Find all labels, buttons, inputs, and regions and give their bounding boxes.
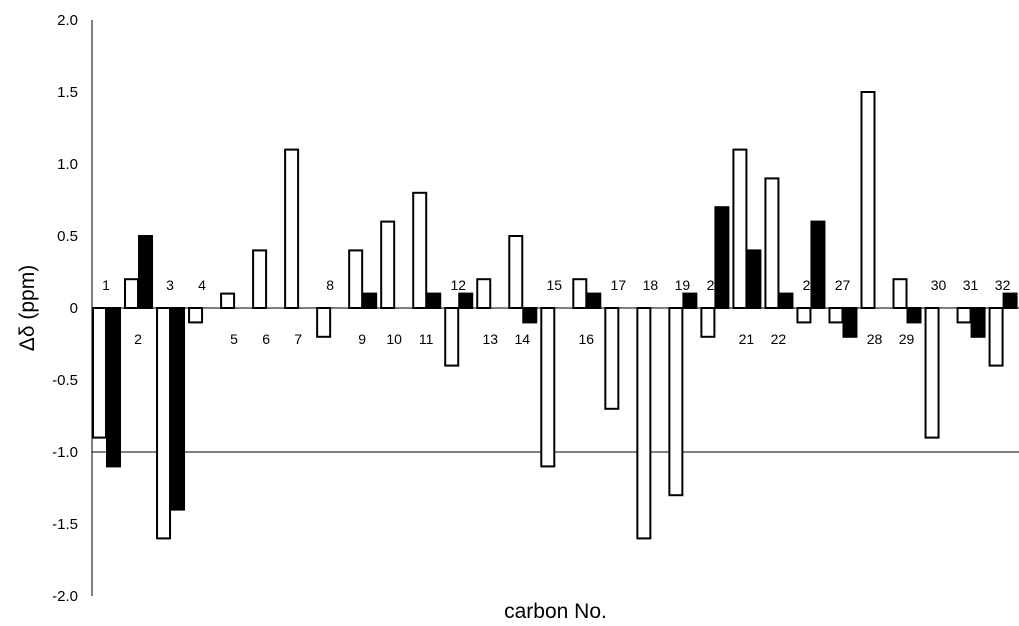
category-label: 21 [739, 331, 755, 347]
y-tick-label: -0.5 [52, 372, 78, 389]
y-tick-label: -1.5 [52, 516, 78, 533]
category-label: 3 [166, 277, 174, 293]
bar-12-s1 [444, 307, 460, 367]
category-label: 2 [134, 331, 142, 347]
bar-21-s1 [732, 148, 748, 309]
bar-32-s1 [988, 307, 1004, 367]
category-label: 5 [230, 331, 238, 347]
category-label: 12 [450, 277, 466, 293]
bar-28-s1 [860, 91, 876, 309]
bar-16-s1 [572, 278, 588, 310]
bar-13-s1 [476, 278, 492, 310]
x-axis-title: carbon No. [504, 600, 607, 623]
bar-12-s2 [458, 292, 474, 310]
category-label: 4 [198, 277, 206, 293]
y-tick-labels: 2.0 1.5 1.0 0.5 0 -0.5 -1.0 -1.5 -2.0 [52, 12, 78, 605]
bar-23-s1 [796, 307, 812, 324]
category-label: 20 [707, 277, 723, 293]
bar-19-s1 [668, 307, 684, 497]
y-tick-label: -1.0 [52, 444, 78, 461]
category-label: 10 [386, 331, 402, 347]
bar-1-s1 [92, 307, 107, 439]
category-label: 19 [675, 277, 691, 293]
category-label: 23 [803, 277, 819, 293]
bars [92, 91, 1018, 540]
category-label: 6 [262, 331, 270, 347]
category-label: 14 [514, 331, 530, 347]
bar-10-s1 [380, 220, 396, 310]
bar-20-s1 [700, 307, 716, 338]
bar-21-s2 [746, 249, 762, 309]
category-label: 16 [579, 331, 595, 347]
bar-30-s1 [924, 307, 940, 439]
category-label: 32 [995, 277, 1011, 293]
y-tick-label: 2.0 [57, 12, 78, 29]
bar-22-s1 [764, 177, 780, 309]
category-label: 22 [771, 331, 787, 347]
category-label: 11 [419, 331, 434, 347]
y-tick-label: 1.5 [57, 84, 78, 101]
category-label: 8 [326, 277, 334, 293]
category-label: 31 [963, 277, 979, 293]
category-label: 1 [102, 277, 110, 293]
category-label: 29 [899, 331, 915, 347]
bar-31-s2 [970, 307, 986, 338]
bar-17-s1 [604, 307, 620, 410]
bar-2-s1 [124, 278, 140, 310]
bar-9-s2 [362, 292, 378, 310]
bar-4-s1 [188, 307, 204, 324]
bar-9-s1 [348, 249, 364, 309]
bar-20-s2 [714, 206, 730, 309]
y-tick-label: 0.5 [57, 228, 78, 245]
bar-2-s2 [138, 235, 154, 309]
category-label: 30 [931, 277, 947, 293]
bar-11-s1 [412, 191, 428, 309]
bar-5-s1 [220, 292, 236, 310]
category-label: 13 [482, 331, 498, 347]
bar-8-s1 [316, 307, 332, 338]
bar-14-s2 [522, 307, 538, 324]
category-label: 27 [835, 277, 851, 293]
category-label: 17 [611, 277, 627, 293]
y-tick-label: -2.0 [52, 588, 78, 605]
bar-16-s2 [586, 292, 602, 310]
gridlines [92, 307, 1019, 453]
bar-27-s2 [842, 307, 858, 338]
bar-29-s1 [892, 278, 908, 310]
bar-3-s2 [170, 307, 186, 511]
bar-19-s2 [682, 292, 698, 310]
y-axis-title: Δδ (ppm) [16, 265, 39, 351]
y-tick-label: 0 [70, 300, 78, 317]
bar-22-s2 [778, 292, 794, 310]
bar-23-s2 [810, 220, 826, 310]
bar-29-s2 [906, 307, 922, 324]
bar-27-s1 [828, 307, 844, 324]
y-tick-label: 1.0 [57, 156, 78, 173]
category-label: 15 [547, 277, 563, 293]
bar-6-s1 [252, 249, 268, 309]
bar-7-s1 [284, 148, 300, 309]
bar-14-s1 [508, 235, 524, 309]
bar-1-s2 [106, 307, 121, 468]
bar-32-s2 [1002, 292, 1018, 310]
bar-11-s2 [426, 292, 442, 310]
category-label: 28 [867, 331, 883, 347]
bar-31-s1 [956, 307, 972, 324]
category-label: 18 [643, 277, 659, 293]
bar-15-s1 [540, 307, 556, 468]
bar-18-s1 [636, 307, 652, 540]
category-label: 7 [294, 331, 302, 347]
bar-3-s1 [156, 307, 172, 540]
category-label: 9 [358, 331, 366, 347]
